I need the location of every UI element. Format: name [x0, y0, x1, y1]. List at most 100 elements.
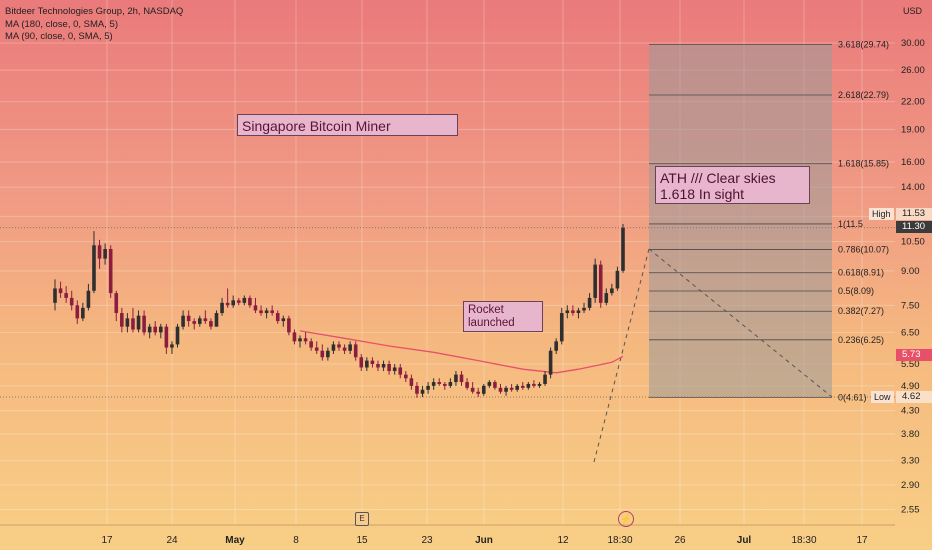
candle-body	[281, 318, 286, 322]
price-tick-label: 3.30	[901, 456, 920, 467]
price-tick-label: 5.50	[901, 359, 920, 370]
fib-level-label: 0.5(8.09)	[838, 286, 874, 296]
candle-body	[593, 264, 597, 298]
fib-level-label: 0.382(7.27)	[838, 306, 884, 316]
candle-body	[459, 374, 464, 383]
candle-body	[576, 310, 581, 314]
ath-note-line-1: ATH /// Clear skies	[660, 170, 776, 186]
ma-180-legend[interactable]: MA (180, close, 0, SMA, 5)	[5, 18, 118, 30]
candle-body	[582, 307, 586, 311]
candle-body	[598, 264, 603, 303]
fib-level-label: 1(11.5	[838, 219, 863, 229]
candle-body	[242, 297, 247, 303]
candle-body	[387, 364, 391, 372]
earnings-icon[interactable]: E	[355, 512, 369, 526]
candle-body	[587, 297, 592, 308]
time-tick-label: Jul	[737, 535, 752, 546]
candle-body	[69, 297, 74, 306]
candle-body	[287, 318, 291, 333]
candle-body	[320, 350, 325, 358]
time-tick-label: 18:30	[791, 535, 816, 546]
price-tick-label: 19.00	[901, 124, 925, 135]
candle-body	[170, 344, 174, 348]
price-tick-label: 26.00	[901, 65, 925, 76]
candle-body	[75, 305, 80, 319]
time-tick-label: May	[225, 535, 245, 546]
candle-body	[264, 310, 269, 314]
price-tick-label: 10.50	[901, 237, 925, 248]
candle-body	[554, 341, 558, 351]
ath-note[interactable]: ATH /// Clear skies 1.618 In sight	[655, 166, 810, 204]
price-tick-label: 9.00	[901, 266, 920, 277]
candle-body	[136, 315, 141, 330]
candle-body	[203, 318, 208, 322]
candle-body	[253, 305, 258, 311]
singapore-note-text: Singapore Bitcoin Miner	[242, 118, 391, 134]
candle-body	[415, 385, 419, 394]
candle-body	[621, 227, 625, 271]
time-axis: 17 24 May 8 15 23 Jun 12 18:30 26 Jul 18:30 17	[101, 535, 868, 546]
time-tick-label: 26	[674, 535, 686, 546]
low-label: Low	[871, 391, 894, 403]
candle-body	[309, 341, 313, 348]
candle-body	[164, 326, 169, 348]
high-label: High	[869, 208, 894, 220]
candle-body	[543, 374, 547, 384]
price-tick-label: 3.80	[901, 429, 920, 440]
ath-note-line-2: 1.618 In sight	[660, 186, 745, 202]
candle-body	[431, 382, 436, 386]
candle-body	[97, 245, 102, 259]
price-tick-label: 2.55	[901, 504, 920, 515]
fib-extension-box	[649, 44, 832, 398]
candle-body	[359, 357, 364, 368]
candle-body	[259, 310, 263, 314]
candle-body	[353, 344, 358, 358]
split-event-icon[interactable]: ⚡	[618, 511, 634, 527]
time-tick-label: Jun	[475, 535, 493, 546]
candle-body	[314, 347, 319, 351]
time-tick-label: 8	[293, 535, 299, 546]
fib-level-label: 3.618(29.74)	[838, 40, 889, 50]
candle-body	[404, 374, 408, 379]
candle-body	[487, 382, 492, 386]
candle-body	[392, 367, 397, 372]
price-tick-label: 2.90	[901, 480, 920, 491]
candle-body	[342, 347, 347, 351]
candle-body	[409, 378, 414, 386]
candle-body	[559, 313, 564, 342]
low-price-badge: 4.62	[896, 391, 932, 403]
candle-body	[465, 382, 469, 388]
candle-body	[454, 374, 458, 383]
candle-body	[504, 387, 508, 392]
candle-body	[481, 385, 486, 394]
candle-body	[548, 350, 553, 375]
candle-body	[437, 382, 442, 384]
price-tick-label: 7.50	[901, 300, 920, 311]
price-tick-label: 16.00	[901, 157, 925, 168]
candle-body	[526, 383, 531, 388]
ma-90-legend[interactable]: MA (90, close, 0, SMA, 5)	[5, 31, 113, 42]
candle-body	[509, 387, 514, 390]
candle-body	[64, 293, 68, 298]
candle-body	[448, 382, 453, 386]
candle-body	[275, 313, 280, 322]
candle-body	[270, 310, 274, 314]
candle-body	[214, 313, 219, 327]
high-price-badge: 11.53	[896, 208, 932, 220]
singapore-note[interactable]: Singapore Bitcoin Miner	[237, 114, 458, 136]
candle-body	[537, 383, 542, 386]
candle-body	[365, 360, 369, 368]
candle-body	[303, 338, 308, 342]
symbol-title[interactable]: Bitdeer Technologies Group, 2h, NASDAQ	[5, 6, 184, 17]
candles	[53, 223, 625, 398]
candle-body	[153, 326, 158, 333]
candle-body	[337, 344, 341, 348]
rocket-note[interactable]: Rocket launched	[463, 301, 543, 332]
candle-body	[159, 326, 163, 333]
candle-body	[298, 338, 302, 342]
ma-value-badge: 5.73	[896, 349, 932, 361]
time-tick-label: 17	[101, 535, 113, 546]
time-tick-label: 18:30	[607, 535, 632, 546]
price-tick-label: 4.90	[901, 381, 920, 392]
